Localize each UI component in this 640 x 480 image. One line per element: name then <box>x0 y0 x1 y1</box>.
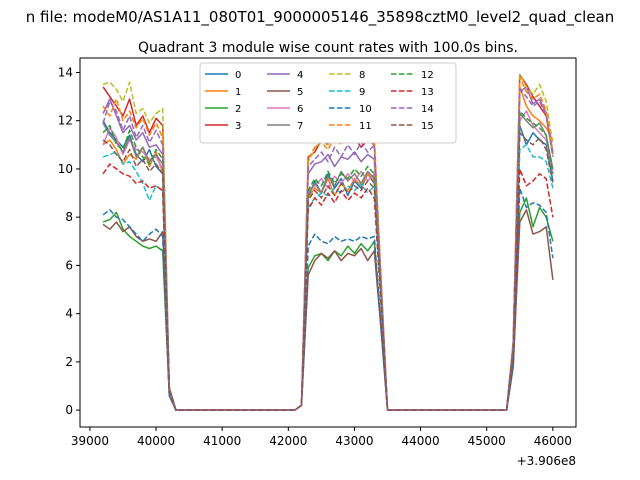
legend-label-13: 13 <box>421 87 434 98</box>
x-tick-label: 40000 <box>137 434 175 448</box>
series-line-5 <box>102 209 554 411</box>
legend-label-10: 10 <box>359 104 372 115</box>
y-tick-label: 6 <box>65 258 73 272</box>
series-line-7 <box>102 112 554 411</box>
series-line-14 <box>102 88 554 411</box>
y-tick-label: 0 <box>65 403 73 417</box>
series-layer <box>102 74 554 411</box>
series-line-0 <box>102 120 554 411</box>
figure-suptitle: n file: modeM0/AS1A11_080T01_9000005146_… <box>26 8 615 27</box>
series-line-15 <box>102 132 554 411</box>
legend-label-12: 12 <box>421 70 434 81</box>
x-tick-label: 44000 <box>401 434 439 448</box>
legend-label-14: 14 <box>421 104 434 115</box>
legend-label-8: 8 <box>359 70 365 81</box>
y-tick-label: 8 <box>65 210 73 224</box>
x-tick-label: 45000 <box>468 434 506 448</box>
legend-label-0: 0 <box>235 70 241 81</box>
legend-label-6: 6 <box>297 104 303 115</box>
chart-title: Quadrant 3 module wise count rates with … <box>138 40 518 56</box>
x-tick-label: 41000 <box>203 434 241 448</box>
legend-frame <box>199 62 457 144</box>
x-axis-offset-label: +3.906e8 <box>517 454 576 468</box>
x-tick-label: 46000 <box>534 434 572 448</box>
legend-label-15: 15 <box>421 121 434 132</box>
axes-frame <box>79 57 577 428</box>
y-tick-label: 14 <box>58 65 73 79</box>
x-tick-label: 43000 <box>335 434 373 448</box>
legend-label-9: 9 <box>359 87 365 98</box>
x-tick-label: 42000 <box>269 434 307 448</box>
x-tick-label: 39000 <box>71 434 109 448</box>
y-tick-label: 10 <box>58 162 73 176</box>
legend-label-7: 7 <box>297 121 303 132</box>
y-tick-label: 12 <box>58 114 73 128</box>
legend-label-3: 3 <box>235 121 241 132</box>
x-axis: 39000 40000 41000 42000 43000 44000 45000 46000 <box>71 427 572 448</box>
series-line-13 <box>102 163 554 411</box>
legend-label-4: 4 <box>297 70 303 81</box>
series-line-2 <box>102 197 554 411</box>
series-line-9 <box>102 144 554 411</box>
legend-label-1: 1 <box>235 87 241 98</box>
y-axis: 0 2 4 6 8 10 12 14 <box>58 65 80 417</box>
legend-label-11: 11 <box>359 121 372 132</box>
y-tick-label: 2 <box>65 355 73 369</box>
y-tick-label: 4 <box>65 307 73 321</box>
legend-label-2: 2 <box>235 104 241 115</box>
legend-label-5: 5 <box>297 87 303 98</box>
plot-area: 39000 40000 41000 42000 43000 44000 45000 46000… <box>58 57 577 448</box>
series-line-10 <box>102 187 554 411</box>
